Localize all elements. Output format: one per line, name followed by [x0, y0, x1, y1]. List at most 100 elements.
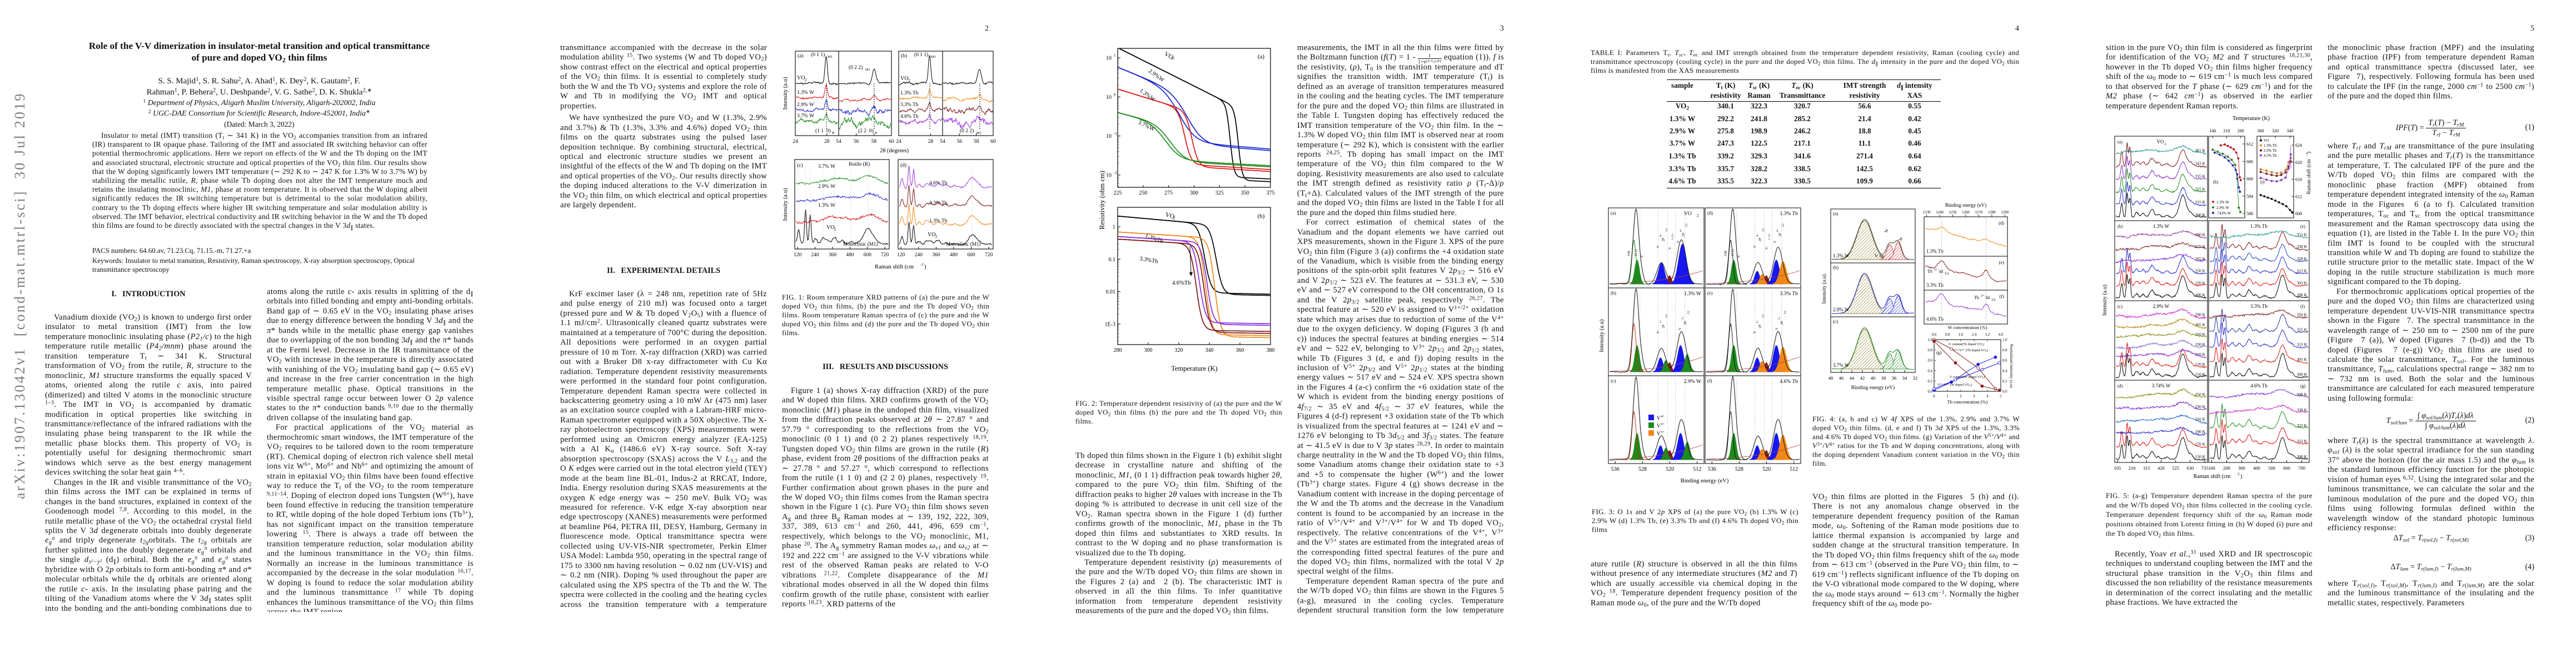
svg-text:1.3% W: 1.3% W [2216, 200, 2229, 205]
svg-text:(f): (f) [1707, 378, 1712, 384]
svg-text:1+/2+: 1+/2+ [1672, 233, 1675, 240]
svg-text:3+: 3+ [1682, 316, 1685, 320]
svg-text:(d): (d) [900, 162, 906, 168]
svg-text:Binding energy (eV): Binding energy (eV) [1681, 478, 1729, 484]
svg-text:0.1: 0.1 [1109, 257, 1116, 263]
svg-text:Rutile (R): Rutile (R) [849, 161, 870, 167]
svg-text:3/2: 3/2 [1991, 298, 1996, 302]
svg-text:4: 4 [1986, 395, 1989, 399]
svg-text:.743% W: .743% W [2216, 211, 2231, 216]
svg-text:M1: M1 [931, 55, 936, 59]
svg-text:3.7% W: 3.7% W [797, 113, 814, 119]
svg-text:R: R [832, 131, 835, 135]
svg-text:(e): (e) [1999, 260, 2005, 265]
svg-text:(a): (a) [1833, 211, 1838, 216]
svg-text:3: 3 [1973, 395, 1975, 399]
svg-text:1+/2+: 1+/2+ [1768, 233, 1771, 240]
svg-text:V content(W doped VO₂): V content(W doped VO₂) [1950, 375, 1985, 379]
svg-text:W concentration (%): W concentration (%) [1947, 325, 1987, 330]
svg-text:2P: 2P [1758, 324, 1762, 328]
svg-text:300 K: 300 K [2195, 212, 2205, 217]
svg-text:120: 120 [794, 252, 802, 258]
svg-text:265 K: 265 K [2195, 322, 2205, 327]
svg-text:VO: VO [900, 76, 908, 82]
svg-text:0.01: 0.01 [1106, 289, 1116, 295]
svg-text:4.5% Tb: 4.5% Tb [2264, 154, 2277, 158]
svg-text:1.3% W: 1.3% W [1684, 291, 1701, 297]
svg-text:240: 240 [915, 252, 923, 258]
svg-text:328 K: 328 K [2296, 256, 2307, 261]
svg-text:2P: 2P [1662, 237, 1666, 241]
svg-text:0.8: 0.8 [1945, 333, 1950, 337]
svg-text:V⁵⁺/V⁴⁺ (Tb doped VO₂): V⁵⁺/V⁴⁺ (Tb doped VO₂) [1953, 349, 1988, 352]
svg-text:320: 320 [2272, 128, 2279, 133]
svg-text:-1: -1 [2236, 472, 2240, 476]
svg-text:280: 280 [1114, 347, 1122, 354]
svg-text:(0 1 1): (0 1 1) [811, 52, 825, 58]
svg-text:O 1s: O 1s [1731, 249, 1735, 256]
svg-text:5+: 5+ [1661, 430, 1665, 434]
svg-text:36: 36 [1892, 375, 1897, 381]
svg-text:300: 300 [1190, 190, 1198, 196]
svg-text:Binding energy (eV): Binding energy (eV) [1851, 385, 1895, 391]
svg-text:4+: 4+ [1660, 233, 1662, 237]
svg-text:290 K: 290 K [2195, 312, 2205, 317]
svg-text:(c): (c) [1833, 318, 1838, 324]
svg-text:360: 360 [829, 252, 837, 258]
svg-text:40: 40 [1871, 375, 1876, 381]
svg-text:10: 10 [1106, 56, 1112, 62]
svg-text:OH: OH [1724, 251, 1728, 256]
svg-text:375: 375 [1267, 190, 1275, 196]
svg-text:28: 28 [824, 139, 830, 145]
svg-text:V³⁺/V⁴⁺ (W doped VO₂): V³⁺/V⁴⁺ (W doped VO₂) [1937, 383, 1972, 387]
svg-text:3.3% Tb: 3.3% Tb [1926, 282, 1944, 288]
svg-text:200: 200 [2223, 465, 2230, 471]
svg-text:-1: -1 [2305, 153, 2309, 156]
svg-text:0.6: 0.6 [2002, 359, 2007, 363]
svg-text:630: 630 [2186, 465, 2194, 471]
svg-text:588: 588 [2246, 211, 2253, 216]
svg-text:4.6% Tb: 4.6% Tb [1926, 316, 1944, 322]
svg-text:210 K: 210 K [2195, 352, 2205, 357]
svg-text:V content(Tb doped VO₂): V content(Tb doped VO₂) [1949, 342, 1984, 346]
svg-text:VO: VO [826, 225, 834, 231]
svg-text:(d): (d) [2117, 384, 2123, 389]
svg-text:(0 2 2): (0 2 2) [849, 64, 863, 71]
svg-text:1: 1 [1114, 53, 1116, 58]
svg-text:S: S [1640, 255, 1644, 257]
svg-text:(b): (b) [1833, 265, 1838, 270]
svg-text:(1 1: (1 1 [815, 128, 824, 134]
svg-text:VO: VO [2157, 139, 2164, 145]
svg-text:265 K: 265 K [2195, 256, 2205, 261]
svg-text:2: 2 [2165, 142, 2166, 146]
svg-text:(a): (a) [1258, 53, 1265, 60]
svg-text:54: 54 [940, 139, 945, 145]
svg-text:V: V [1753, 245, 1757, 248]
svg-text:1260: 1260 [1962, 211, 1970, 215]
svg-text:4+: 4+ [1777, 229, 1780, 232]
svg-text:140: 140 [2209, 128, 2216, 133]
svg-text:3.3% Tb: 3.3% Tb [900, 102, 919, 108]
svg-text:0): 0) [869, 128, 874, 134]
svg-text:(d): (d) [1707, 210, 1713, 216]
svg-text:3+: 3+ [1661, 422, 1665, 426]
svg-text:5+: 5+ [1778, 316, 1781, 320]
svg-text:2θ (degrees): 2θ (degrees) [880, 148, 909, 154]
svg-text:Raman shift (cm: Raman shift (cm [875, 264, 914, 270]
svg-text:348 K: 348 K [2296, 392, 2307, 397]
svg-text:V: V [1656, 331, 1660, 334]
svg-text:350 K: 350 K [2296, 312, 2307, 317]
svg-text:V: V [1668, 247, 1672, 250]
svg-text:3.7% W: 3.7% W [1833, 362, 1850, 368]
svg-text:594: 594 [2246, 194, 2253, 199]
svg-text:1.3% Tb: 1.3% Tb [1926, 248, 1944, 254]
svg-text:313 K: 313 K [2296, 342, 2307, 347]
svg-text:(a): (a) [798, 53, 804, 59]
svg-text:700: 700 [2298, 465, 2305, 471]
svg-text:(f): (f) [2300, 304, 2305, 309]
svg-text:300 K: 300 K [2195, 232, 2205, 237]
svg-text:120: 120 [897, 252, 905, 258]
svg-text:624: 624 [2295, 143, 2302, 148]
svg-text:300: 300 [2238, 465, 2245, 471]
svg-text:250 K: 250 K [2195, 268, 2205, 273]
